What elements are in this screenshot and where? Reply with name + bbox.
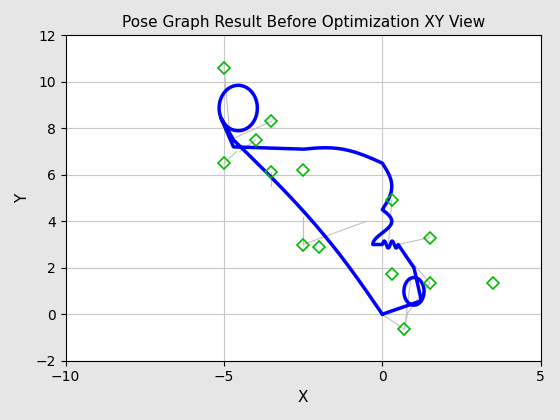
Y-axis label: Y: Y <box>15 193 30 203</box>
Title: Pose Graph Result Before Optimization XY View: Pose Graph Result Before Optimization XY… <box>122 15 485 30</box>
X-axis label: X: X <box>298 390 309 405</box>
